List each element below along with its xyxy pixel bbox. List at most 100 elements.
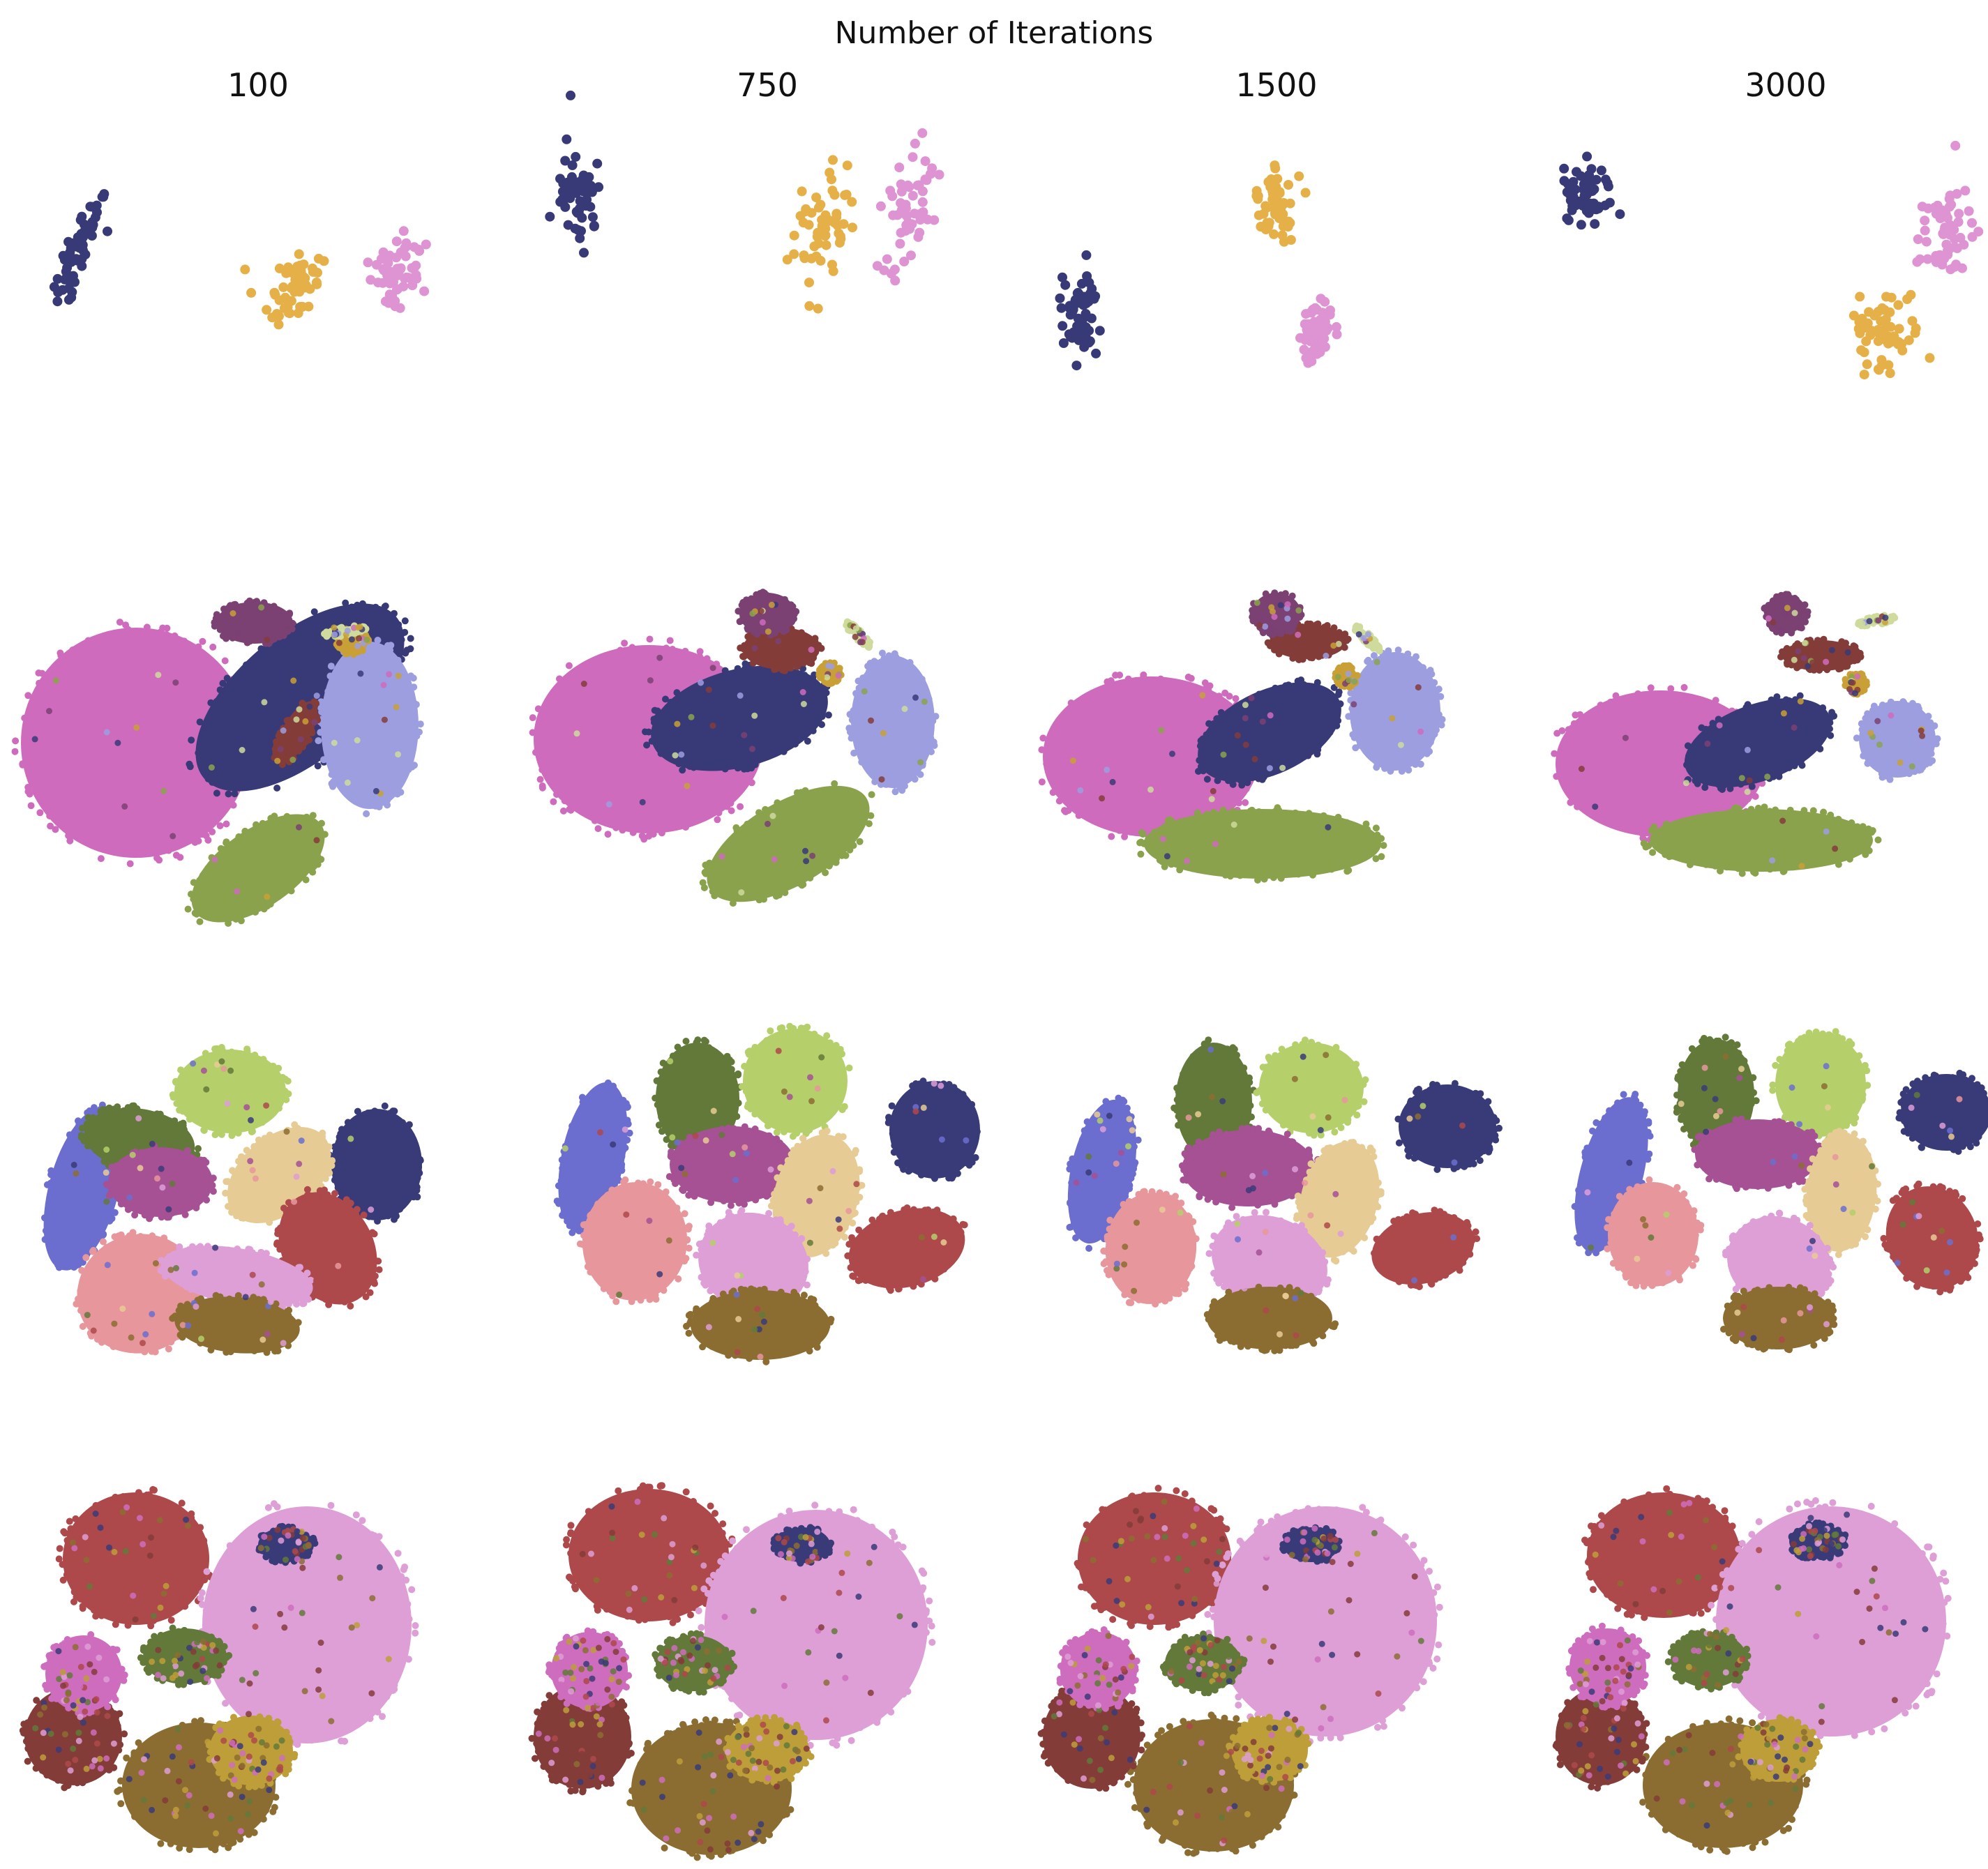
point [1739,870,1746,877]
point [1177,1089,1184,1096]
point [65,1261,72,1268]
point [1904,335,1914,345]
point [394,791,401,798]
point [783,1348,790,1355]
point [1699,697,1705,704]
point [311,719,317,725]
point [1300,345,1309,354]
point [1276,651,1283,658]
point [1945,230,1955,240]
point [381,682,387,688]
point [294,249,304,259]
point [858,759,865,766]
point [243,908,250,915]
point [647,1296,654,1303]
point [108,1163,115,1170]
point [545,212,555,222]
point [668,1200,675,1206]
point [247,1158,253,1164]
point [1603,710,1610,717]
point [202,732,209,739]
point [656,655,663,661]
point [1805,705,1812,712]
point [1775,771,1782,778]
point [1278,602,1284,608]
point [735,1071,741,1078]
point [253,1296,260,1303]
point [697,1173,703,1179]
point [347,1135,354,1142]
point [847,1158,854,1165]
point [834,850,841,857]
point [1210,729,1217,736]
point [299,1137,305,1144]
point [1657,805,1663,812]
point [1302,1036,1309,1043]
point [1738,781,1745,788]
point [672,1209,679,1216]
point [795,1143,801,1150]
point [579,248,589,257]
point [682,1210,688,1217]
point [1717,812,1724,819]
point [1860,347,1869,357]
point [571,792,578,799]
point [739,610,746,616]
point [824,1128,831,1135]
point [825,711,832,718]
point [709,761,716,768]
point [566,1223,573,1229]
point [566,684,573,691]
point [158,1211,165,1218]
point [718,854,725,860]
point [192,1270,198,1276]
point [738,1216,745,1223]
point [1268,604,1274,610]
point [699,1343,706,1350]
point [1249,774,1256,781]
point [1260,1064,1267,1070]
point [47,1199,54,1206]
point [160,847,167,854]
point [735,1349,741,1355]
point [1380,842,1387,849]
point [1871,703,1878,710]
point [123,1160,130,1167]
point [382,717,388,723]
point [758,608,765,614]
point [190,1061,196,1067]
point [208,1184,215,1191]
point [761,1319,767,1325]
point [232,790,239,797]
point [52,296,62,306]
point [908,152,918,162]
point [684,1236,691,1243]
point [191,1159,198,1166]
point [851,1253,858,1260]
point [1859,621,1865,627]
point [752,1055,759,1062]
point [1597,702,1604,709]
point [1087,695,1094,702]
point [170,1094,177,1101]
point [243,1104,250,1110]
point [1254,211,1264,220]
point [734,1272,740,1278]
point [227,631,234,638]
point [1586,711,1593,718]
point [1314,621,1321,628]
point [870,766,877,773]
point [755,809,762,816]
point [737,1209,744,1216]
point [226,915,233,922]
point [1279,765,1286,771]
point [1296,753,1303,760]
point [529,729,536,736]
point [176,1107,183,1114]
point [1387,658,1394,665]
point [721,672,728,679]
point [110,1185,117,1192]
point [830,190,840,200]
point [186,761,193,768]
point [276,732,283,739]
